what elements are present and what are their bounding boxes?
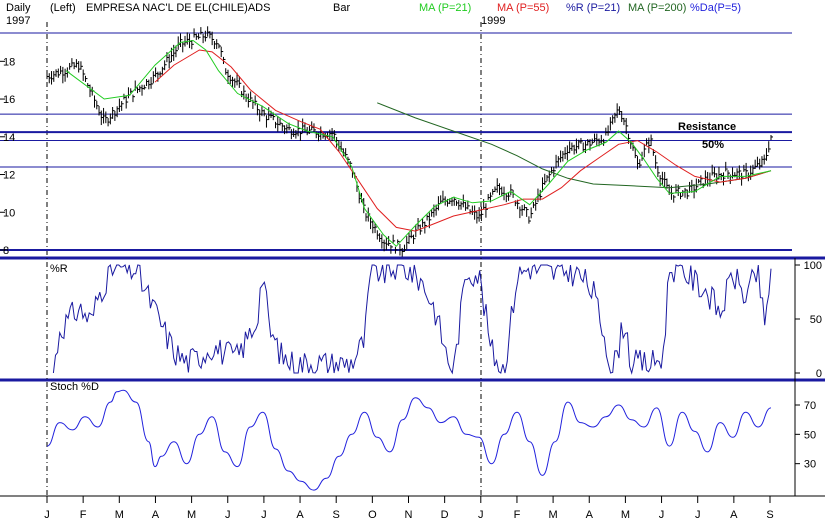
month-label: D	[441, 509, 449, 521]
price-tick-label: 12	[3, 170, 15, 182]
month-label: N	[405, 509, 413, 521]
indicator-legend: MA (P=21) MA (P=55) %R (P=21) MA (P=200) %Da…	[419, 2, 741, 14]
legend-item: MA (P=55)	[497, 2, 549, 14]
scale-label: (Left)	[50, 2, 76, 14]
month-label: O	[368, 509, 377, 521]
pctr-axis-ticks: 0 50 100	[795, 260, 822, 380]
legend-item: %Da(P=5)	[690, 2, 741, 14]
price-tick-label: 16	[3, 94, 15, 106]
pctr-tick-label: 100	[804, 260, 822, 272]
month-label: J	[44, 509, 50, 521]
month-label: M	[187, 509, 196, 521]
year-mid-label: 1999	[481, 15, 505, 27]
month-label: A	[152, 509, 160, 521]
price-tick-label: 10	[3, 207, 15, 219]
ma21-line	[65, 39, 772, 247]
price-horizontal-lines	[0, 32, 792, 251]
month-label: J	[261, 509, 267, 521]
month-label: A	[586, 509, 594, 521]
legend-item: MA (P=200)	[628, 2, 686, 14]
pctr-panel-label: %R	[50, 263, 68, 275]
legend-item: %R (P=21)	[566, 2, 620, 14]
month-label: A	[730, 509, 738, 521]
stoch-series	[46, 389, 772, 491]
legend-item: MA (P=21)	[419, 2, 471, 14]
pctr-series	[52, 263, 772, 375]
stoch-tick-label: 30	[804, 459, 816, 471]
pctr-line	[52, 263, 772, 375]
month-label: S	[333, 509, 340, 521]
price-axis-ticks: 8 10 12 14 16 18	[0, 56, 15, 257]
bar-label: Bar	[333, 2, 350, 14]
month-label: F	[514, 509, 521, 521]
chart-title: EMPRESA NAC'L DE EL(CHILE)ADS	[86, 2, 270, 14]
price-tick-label: 8	[3, 245, 9, 257]
pctr-tick-label: 0	[816, 368, 822, 380]
month-label: J	[695, 509, 701, 521]
pctr-tick-label: 50	[810, 314, 822, 326]
month-label: S	[766, 509, 773, 521]
price-tick-label: 18	[3, 56, 15, 68]
month-label: J	[478, 509, 484, 521]
stoch-panel-label: Stoch %D	[50, 381, 99, 393]
month-label: A	[296, 509, 304, 521]
price-bars	[46, 26, 773, 257]
price-tick-label: 14	[3, 132, 15, 144]
ma55-line	[154, 49, 772, 232]
period-label: Daily	[6, 2, 31, 14]
stoch-tick-label: 50	[804, 429, 816, 441]
month-label: J	[225, 509, 231, 521]
month-label: M	[115, 509, 124, 521]
year-start-label: 1997	[6, 15, 30, 27]
stoch-line	[46, 389, 772, 491]
stoch-tick-label: 70	[804, 400, 816, 412]
month-label: J	[659, 509, 665, 521]
month-label: M	[549, 509, 558, 521]
stoch-axis-ticks: 30 50 70	[795, 400, 816, 471]
resistance-label: Resistance	[678, 121, 736, 133]
month-label: M	[621, 509, 630, 521]
month-label: F	[80, 509, 87, 521]
fifty-percent-label: 50%	[702, 139, 724, 151]
moving-averages	[65, 39, 772, 247]
